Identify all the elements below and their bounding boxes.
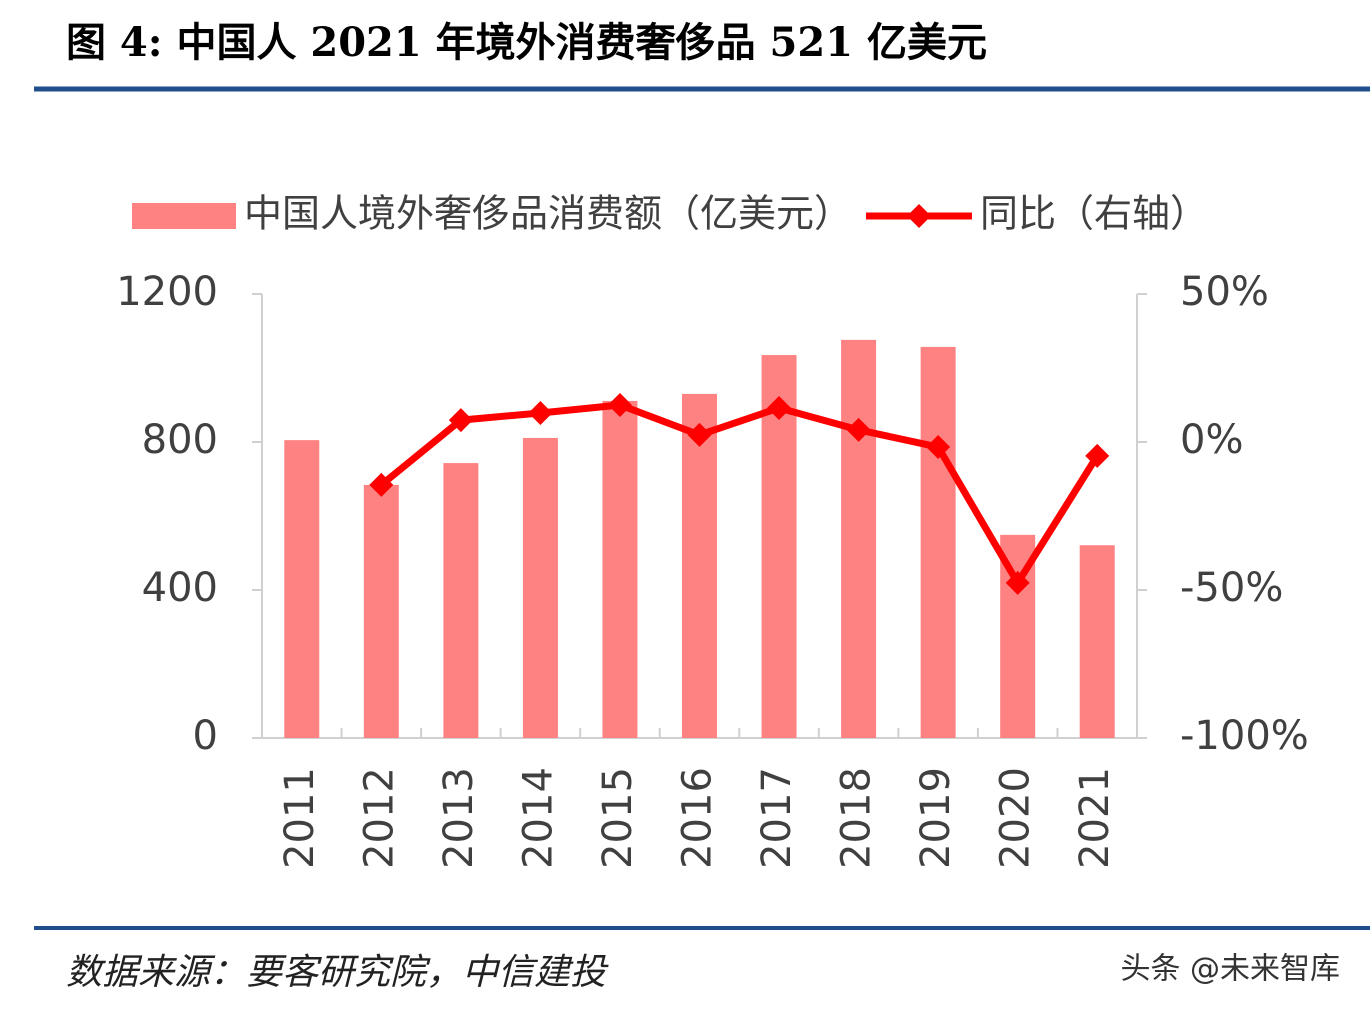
legend-label: 同比（右轴） xyxy=(980,192,1208,236)
bar xyxy=(443,463,479,738)
x-tick-label: 2018 xyxy=(834,767,880,869)
line-marker xyxy=(1085,443,1110,468)
bar xyxy=(602,400,638,738)
x-tick-label: 2021 xyxy=(1072,767,1118,869)
line-marker xyxy=(926,435,951,460)
x-tick-label: 2012 xyxy=(356,767,402,869)
x-tick-label: 2011 xyxy=(277,767,323,869)
y2-tick-label: -100% xyxy=(1180,713,1309,759)
line-marker xyxy=(607,393,632,417)
line-marker xyxy=(846,417,871,442)
x-tick-label: 2017 xyxy=(754,767,800,869)
line-marker xyxy=(687,422,712,447)
bar xyxy=(841,339,877,738)
bar xyxy=(1079,545,1115,738)
legend-label: 中国人境外奢侈品消费额（亿美元） xyxy=(244,192,852,236)
line xyxy=(379,401,1101,587)
watermark: 头条 @未来智库 xyxy=(1120,952,1340,987)
x-tick-label: 2016 xyxy=(675,767,721,869)
y2-tick-label: 0% xyxy=(1180,417,1243,463)
y-tick-label: 800 xyxy=(142,417,218,463)
x-tick-label: 2013 xyxy=(436,767,482,869)
line-marker xyxy=(528,400,553,425)
legend-marker xyxy=(907,204,932,228)
y-tick-label: 1200 xyxy=(116,269,218,315)
bar xyxy=(920,346,956,738)
y2-tick-label: -50% xyxy=(1180,565,1283,611)
source-note: 数据来源：要客研究院，中信建投 xyxy=(66,952,609,993)
x-tick-label: 2014 xyxy=(515,767,561,869)
y-tick-label: 400 xyxy=(142,565,218,611)
line-marker xyxy=(1005,570,1030,595)
bar xyxy=(284,440,320,738)
line-marker xyxy=(767,395,792,420)
legend-swatch xyxy=(132,203,236,229)
line-marker xyxy=(448,408,473,433)
y-tick-label: 0 xyxy=(193,713,218,759)
x-tick-label: 2015 xyxy=(595,767,641,869)
bar xyxy=(682,393,717,738)
chart-title: 图 4: 中国人 2021 年境外消费奢侈品 521 亿美元 xyxy=(66,19,987,66)
y2-tick-label: 50% xyxy=(1180,269,1269,315)
line-marker xyxy=(369,472,394,497)
bar xyxy=(522,437,558,738)
x-tick-label: 2019 xyxy=(913,767,959,869)
x-tick-label: 2020 xyxy=(993,767,1039,869)
bar xyxy=(363,484,399,738)
